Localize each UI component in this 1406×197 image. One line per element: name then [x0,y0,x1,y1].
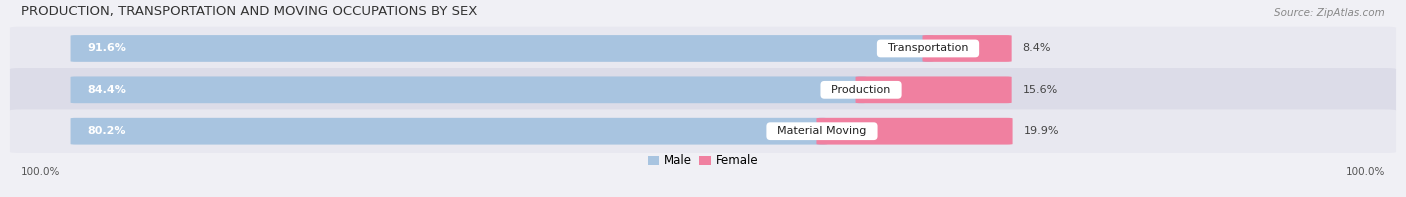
Legend: Male, Female: Male, Female [643,150,763,172]
FancyBboxPatch shape [10,27,1396,70]
Text: 19.9%: 19.9% [1024,126,1059,136]
Text: PRODUCTION, TRANSPORTATION AND MOVING OCCUPATIONS BY SEX: PRODUCTION, TRANSPORTATION AND MOVING OC… [21,5,477,18]
Text: 8.4%: 8.4% [1022,44,1052,53]
FancyBboxPatch shape [855,76,1012,103]
FancyBboxPatch shape [70,35,934,62]
Text: 91.6%: 91.6% [87,44,127,53]
Text: 15.6%: 15.6% [1022,85,1057,95]
FancyBboxPatch shape [70,118,828,145]
Text: 100.0%: 100.0% [1346,167,1385,177]
FancyBboxPatch shape [70,76,866,103]
FancyBboxPatch shape [10,68,1396,112]
Text: 80.2%: 80.2% [87,126,125,136]
Text: Source: ZipAtlas.com: Source: ZipAtlas.com [1274,8,1385,18]
FancyBboxPatch shape [10,109,1396,153]
Text: 84.4%: 84.4% [87,85,127,95]
FancyBboxPatch shape [922,35,1012,62]
Text: 100.0%: 100.0% [21,167,60,177]
Text: Transportation: Transportation [880,44,976,53]
Text: Material Moving: Material Moving [770,126,873,136]
FancyBboxPatch shape [817,118,1012,145]
Text: Production: Production [824,85,897,95]
